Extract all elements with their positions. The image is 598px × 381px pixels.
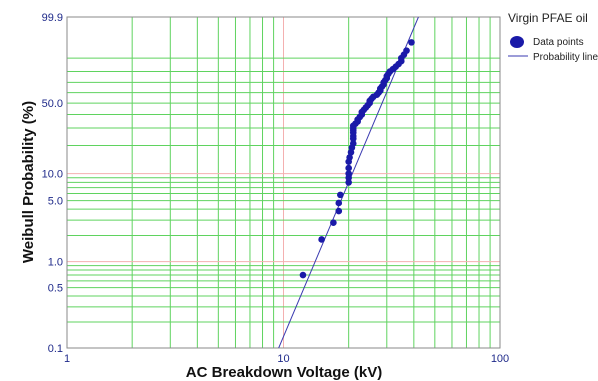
data-point: [345, 170, 352, 177]
plot-border: [66, 16, 501, 349]
data-points-layer: [299, 39, 415, 279]
tick-labels: 1 10 100 0.1 0.5 1.0 5.0 10.0 50.0 99.9: [42, 12, 510, 365]
data-point: [345, 164, 352, 172]
legend-title: Virgin PFAE oil: [508, 11, 588, 25]
data-point: [349, 140, 357, 147]
x-tick-label: 100: [491, 353, 509, 365]
y-tick-label: 50.0: [42, 98, 63, 110]
grid-lines: [67, 16, 501, 349]
plot-frame: [66, 16, 501, 349]
data-point: [330, 219, 337, 227]
data-point: [346, 154, 353, 161]
y-tick-label: 0.1: [48, 343, 63, 355]
x-axis-label: AC Breakdown Voltage (kV): [186, 364, 382, 381]
data-point: [403, 47, 410, 54]
x-tick-label: 10: [277, 353, 289, 365]
y-tick-label: 5.0: [48, 196, 63, 208]
data-point: [335, 199, 343, 207]
y-tick-label: 0.5: [48, 283, 63, 295]
data-point: [299, 271, 307, 279]
y-axis-label: Weibull Probability (%): [20, 101, 37, 263]
data-point: [345, 179, 352, 186]
data-point: [318, 236, 325, 243]
y-tick-label: 10.0: [42, 169, 63, 181]
data-point: [408, 39, 415, 46]
legend-data-points-marker: [510, 36, 524, 48]
legend: Virgin PFAE oil Data points Probability …: [508, 11, 598, 63]
x-tick-label: 1: [64, 353, 70, 365]
data-point: [337, 191, 344, 199]
y-tick-label: 1.0: [48, 257, 63, 269]
y-tick-label: 99.9: [42, 12, 63, 24]
legend-data-points-label: Data points: [533, 37, 584, 48]
data-point: [335, 207, 343, 215]
legend-probability-line-label: Probability line: [533, 52, 598, 63]
